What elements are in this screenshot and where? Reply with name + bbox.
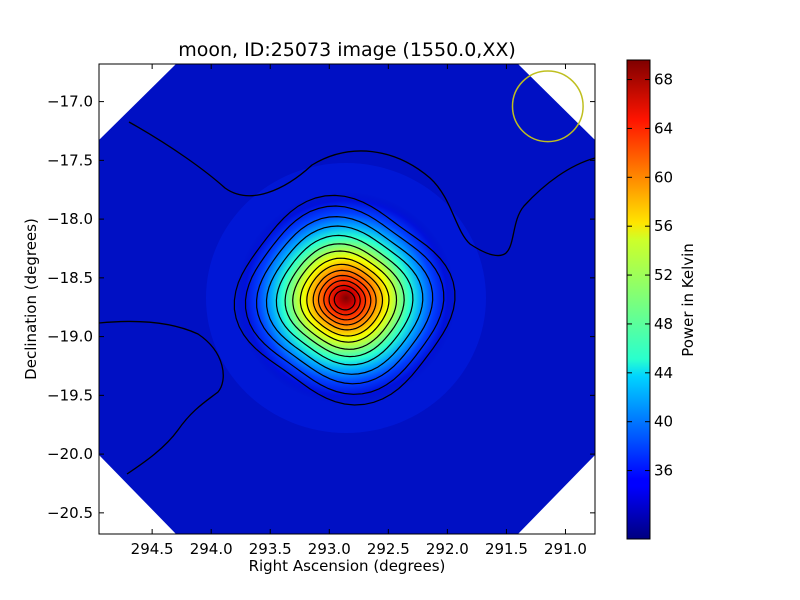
x-tick-label: 293.5 [249, 540, 292, 558]
heatmap-image [99, 64, 595, 534]
colorbar-tick-label: 64 [654, 119, 673, 137]
colorbar-tick-label: 40 [654, 413, 673, 431]
contour-ring [265, 225, 424, 375]
x-tick-label: 291.5 [485, 540, 528, 558]
x-tick-label: 291.0 [544, 540, 587, 558]
contour-ring [299, 257, 390, 343]
colorbar-tick-label: 44 [654, 364, 673, 382]
y-tick-label: −17.0 [47, 93, 93, 111]
chart-title: moon, ID:25073 image (1550.0,XX) [178, 39, 516, 61]
contour-ring [317, 274, 372, 326]
colorbar-tick-label: 56 [654, 217, 673, 235]
x-tick-label: 292.0 [426, 540, 469, 558]
y-axis: −17.0 −17.5 −18.0 −18.5 −19.0 −19.5 −20.0 −20.5 [47, 93, 595, 522]
contour-ring [306, 263, 384, 337]
colorbar: 36 40 44 48 52 56 60 64 68 Power in Kelvin [626, 59, 697, 540]
contour-ring [323, 279, 367, 321]
colorbar-gradient [627, 60, 650, 539]
contour-ring [275, 234, 414, 366]
y-tick-label: −18.5 [47, 269, 93, 287]
y-axis-label: Declination (degrees) [22, 218, 40, 380]
x-tick-label: 293.0 [308, 540, 351, 558]
colorbar-tick-label: 48 [654, 315, 673, 333]
colorbar-ticks: 36 40 44 48 52 56 60 64 68 [627, 71, 673, 480]
contour-ring [255, 215, 434, 385]
contour-ring [292, 250, 398, 350]
colorbar-tick-label: 52 [654, 266, 673, 284]
x-tick-label: 294.5 [131, 540, 174, 558]
y-tick-label: −18.0 [47, 210, 93, 228]
contour-ring [312, 269, 377, 331]
y-tick-label: −20.0 [47, 445, 93, 463]
contour-ring [233, 194, 456, 406]
plot-area [98, 63, 596, 535]
x-axis-label: Right Ascension (degrees) [249, 557, 446, 575]
source-emission [236, 192, 456, 404]
contour-outer-west [99, 320, 224, 475]
colorbar-frame [626, 59, 651, 540]
colorbar-tick-label: 68 [654, 71, 673, 89]
contour-lines [99, 121, 595, 475]
y-tick-label: −17.5 [47, 151, 93, 169]
x-tick-label: 292.5 [367, 540, 410, 558]
contour-ring [333, 289, 356, 311]
plot-frame [98, 63, 596, 535]
contour-ring [244, 205, 445, 395]
colorbar-tick-label: 60 [654, 168, 673, 186]
beam-circle [511, 70, 584, 143]
y-tick-label: −20.5 [47, 504, 93, 522]
colorbar-label: Power in Kelvin [679, 243, 697, 357]
contour-ring [284, 243, 405, 358]
source-contours [233, 194, 456, 406]
y-tick-label: −19.0 [47, 328, 93, 346]
contour-ring [328, 284, 361, 316]
colorbar-tick-label: 36 [654, 462, 673, 480]
x-axis: 294.5 294.0 293.5 293.0 292.5 292.0 291.5 291.0 [131, 64, 587, 558]
x-tick-label: 294.0 [190, 540, 233, 558]
y-tick-label: −19.5 [47, 386, 93, 404]
contour-outer-north [128, 121, 595, 257]
